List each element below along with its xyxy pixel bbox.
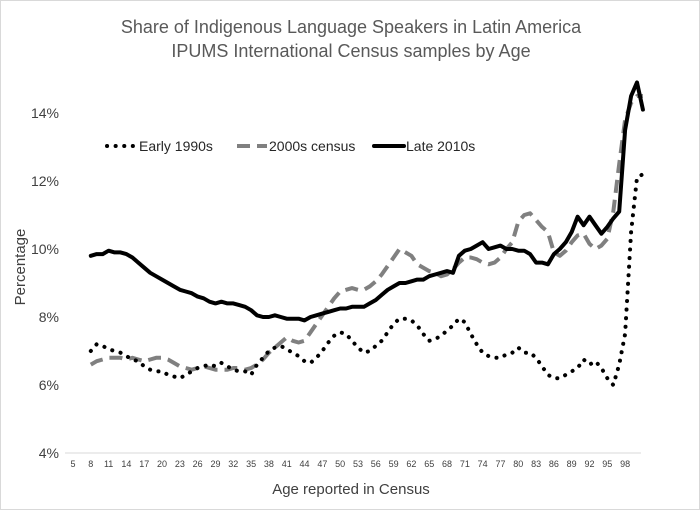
y-tick-label: 10% (31, 241, 59, 257)
x-tick-label: 71 (460, 459, 470, 469)
x-tick-label: 56 (371, 459, 381, 469)
legend-label: Early 1990s (139, 138, 213, 154)
x-tick-label: 50 (335, 459, 345, 469)
y-axis-title: Percentage (12, 229, 29, 306)
x-tick-label: 32 (228, 459, 238, 469)
x-tick-label: 68 (442, 459, 452, 469)
x-tick-label: 20 (157, 459, 167, 469)
series-layer (88, 80, 645, 387)
x-tick-label: 77 (495, 459, 505, 469)
x-tick-label: 92 (584, 459, 594, 469)
x-tick-label: 83 (531, 459, 541, 469)
x-tick-label: 89 (567, 459, 577, 469)
x-tick-label: 80 (513, 459, 523, 469)
series-line-early-1990s (88, 172, 645, 387)
x-tick-label: 8 (88, 459, 93, 469)
chart-title: Share of Indigenous Language Speakers in… (121, 17, 582, 37)
legend: Early 1990s 2000s census Late 2010s (105, 138, 475, 154)
x-tick-label: 17 (139, 459, 149, 469)
chart-subtitle: IPUMS International Census samples by Ag… (171, 41, 530, 61)
x-tick-label: 74 (478, 459, 488, 469)
x-axis-title: Age reported in Census (272, 481, 430, 498)
x-tick-label: 59 (389, 459, 399, 469)
x-tick-label: 44 (300, 459, 310, 469)
x-tick-label: 86 (549, 459, 559, 469)
y-tick-label: 12% (31, 173, 59, 189)
x-tick-label: 26 (193, 459, 203, 469)
x-axis-tick-labels: 5 8 11 14 17 20 23 26 29 32 35 38 41 44 47 50 53 56 59 62 65… (70, 459, 630, 469)
y-tick-label: 4% (39, 445, 59, 461)
x-tick-label: 95 (602, 459, 612, 469)
y-tick-label: 8% (39, 309, 59, 325)
y-tick-label: 6% (39, 377, 59, 393)
x-tick-label: 47 (317, 459, 327, 469)
x-tick-label: 11 (104, 459, 113, 469)
x-tick-label: 62 (406, 459, 416, 469)
x-tick-label: 35 (246, 459, 256, 469)
y-axis-tick-labels: 4% 6% 8% 10% 12% 14% (31, 105, 59, 461)
series-line-2000s-census (89, 94, 643, 372)
legend-label: Late 2010s (406, 138, 475, 154)
x-tick-label: 14 (121, 459, 131, 469)
x-tick-label: 65 (424, 459, 434, 469)
x-tick-label: 98 (620, 459, 630, 469)
x-tick-label: 53 (353, 459, 363, 469)
x-tick-label: 5 (70, 459, 75, 469)
x-tick-label: 29 (210, 459, 220, 469)
x-tick-label: 41 (282, 459, 292, 469)
y-tick-label: 14% (31, 105, 59, 121)
x-tick-label: 38 (264, 459, 274, 469)
series-line-late-2010s (88, 80, 645, 323)
x-tick-label: 23 (175, 459, 185, 469)
legend-label: 2000s census (269, 138, 355, 154)
